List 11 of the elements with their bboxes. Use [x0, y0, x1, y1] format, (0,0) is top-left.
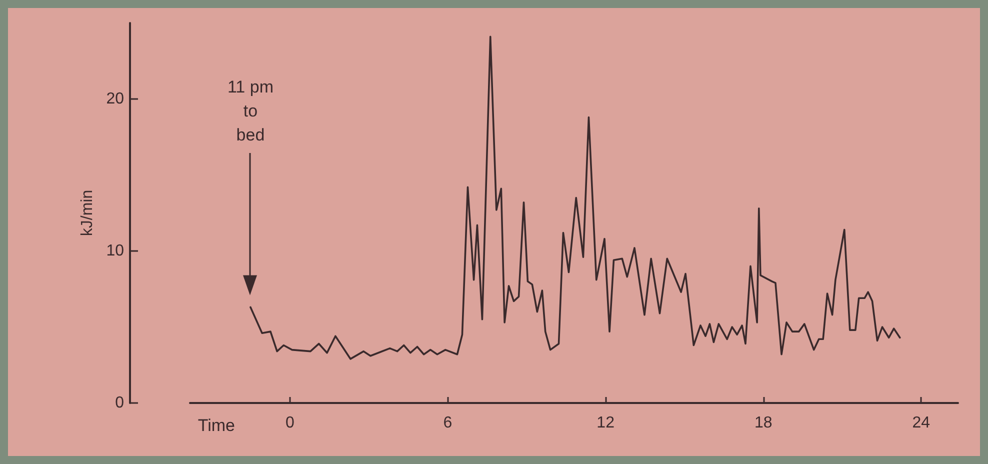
y-axis-title: kJ/min — [78, 190, 96, 236]
x-tick-label: 18 — [754, 414, 772, 432]
x-axis-title: Time — [198, 416, 235, 435]
y-tick-label: 0 — [115, 394, 124, 412]
y-tick-label: 20 — [106, 90, 124, 108]
x-tick-label: 6 — [443, 414, 452, 432]
x-tick-label: 12 — [596, 414, 615, 432]
x-tick-label: 0 — [285, 414, 294, 432]
y-tick-label: 10 — [106, 242, 124, 260]
x-tick-label: 24 — [912, 414, 930, 432]
annotation: 11 pm to bed — [227, 78, 274, 144]
